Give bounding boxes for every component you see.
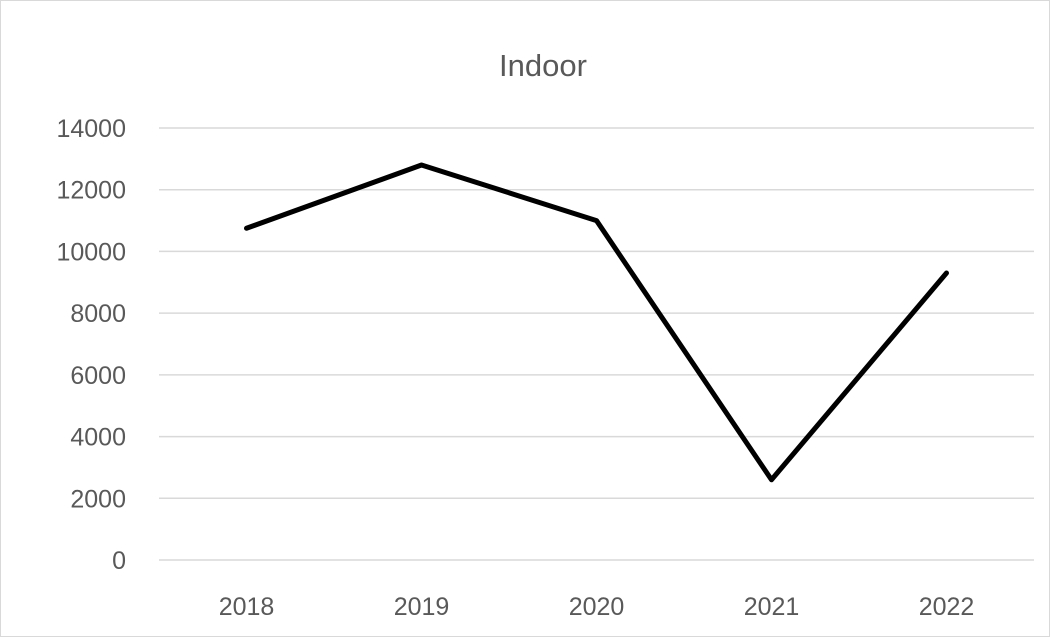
y-tick-label: 2000 — [70, 485, 126, 513]
y-tick-label: 14000 — [56, 115, 126, 143]
x-axis-tick-labels: 2018 2019 2020 2021 2022 — [219, 593, 975, 621]
series-line — [247, 165, 947, 480]
x-tick-label: 2021 — [744, 593, 800, 621]
x-tick-label: 2020 — [569, 593, 625, 621]
gridlines — [159, 128, 1034, 560]
y-tick-label: 0 — [112, 547, 126, 575]
x-tick-label: 2019 — [394, 593, 450, 621]
y-tick-label: 6000 — [70, 362, 126, 390]
y-tick-label: 8000 — [70, 300, 126, 328]
y-axis-tick-labels: 0 2000 4000 6000 8000 10000 12000 14000 — [56, 115, 126, 575]
y-tick-label: 12000 — [56, 177, 126, 205]
y-tick-label: 4000 — [70, 424, 126, 452]
x-tick-label: 2022 — [919, 593, 975, 621]
series-group — [246, 165, 946, 480]
y-tick-label: 10000 — [56, 238, 126, 266]
x-tick-label: 2018 — [219, 593, 275, 621]
chart-title: Indoor — [499, 48, 587, 83]
